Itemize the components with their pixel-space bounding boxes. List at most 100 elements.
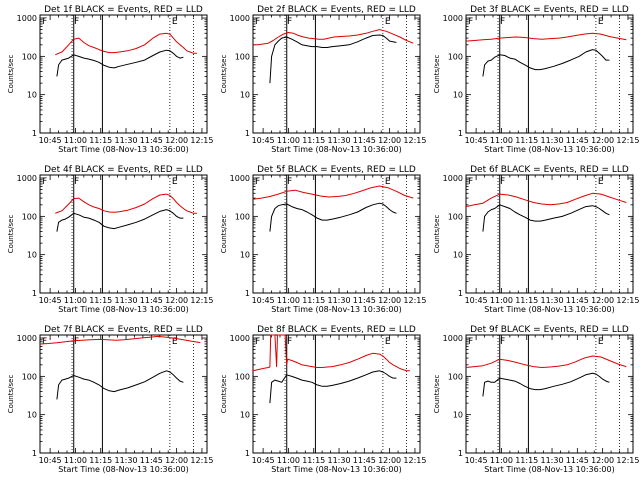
y-tick-label: 100 — [22, 52, 37, 61]
marker-f: F — [74, 337, 79, 347]
detector-panel-9: Det 9f BLACK = Events, RED = LLD 1 10 100 10… — [433, 325, 639, 474]
plot-frame — [465, 334, 634, 454]
plot-frame — [39, 334, 208, 454]
x-tick-label: 11:15 — [302, 456, 325, 465]
y-tick-label: 10 — [27, 91, 37, 100]
y-tick-label: 1 — [245, 449, 250, 458]
y-tick-label: 10 — [27, 411, 37, 420]
x-tick-label: 11:45 — [353, 136, 376, 145]
y-axis-label: Counts/sec — [220, 375, 228, 414]
x-tick-label: 11:45 — [566, 296, 589, 305]
lld-series-line — [465, 355, 627, 368]
y-tick-label: 10 — [453, 251, 463, 260]
x-tick-label: 10:45 — [39, 296, 62, 305]
y-tick-label: 10 — [240, 411, 250, 420]
y-tick-label: 100 — [22, 372, 37, 381]
x-tick-label: 11:15 — [515, 136, 538, 145]
marker-f: F — [255, 17, 260, 27]
y-tick-label: 1 — [458, 129, 463, 138]
x-tick-label: 12:15 — [190, 296, 213, 305]
events-series-line — [482, 372, 610, 397]
detector-panel-4: Det 4f BLACK = Events, RED = LLD 1 10 100 10… — [7, 165, 213, 314]
lld-series-line — [253, 29, 414, 46]
x-tick-label: 11:45 — [140, 136, 163, 145]
detector-panel-6: Det 6f BLACK = Events, RED = LLD 1 10 100 10… — [433, 165, 639, 314]
events-series-line — [56, 370, 184, 400]
lld-series-line — [465, 192, 627, 208]
marker-e: E — [172, 177, 178, 187]
x-axis-label: Start Time (08-Nov-13 10:36:00) — [58, 465, 188, 474]
lld-series-line — [39, 335, 201, 345]
x-tick-label: 12:15 — [616, 136, 639, 145]
panel-title: Det 3f BLACK = Events, RED = LLD — [470, 5, 629, 15]
x-axis-label: Start Time (08-Nov-13 10:36:00) — [271, 305, 401, 314]
x-tick-label: 12:00 — [378, 296, 401, 305]
y-tick-label: 10 — [453, 411, 463, 420]
x-tick-label: 11:15 — [89, 296, 112, 305]
x-tick-label: 10:45 — [39, 136, 62, 145]
y-tick-label: 10 — [240, 251, 250, 260]
x-tick-label: 11:15 — [89, 456, 112, 465]
x-tick-label: 11:15 — [515, 296, 538, 305]
lld-series-line — [252, 185, 414, 200]
plot-frame — [465, 174, 634, 294]
x-tick-label: 12:15 — [190, 456, 213, 465]
x-tick-label: 11:45 — [353, 456, 376, 465]
x-tick-label: 12:00 — [378, 456, 401, 465]
y-axis-label: Counts/sec — [7, 215, 15, 254]
panel-title: Det 2f BLACK = Events, RED = LLD — [257, 5, 416, 15]
x-tick-label: 12:00 — [591, 456, 614, 465]
x-tick-label: 11:15 — [515, 456, 538, 465]
x-tick-label: 11:00 — [277, 296, 300, 305]
marker-f: F — [287, 17, 292, 27]
x-tick-label: 11:00 — [490, 136, 513, 145]
x-tick-label: 12:15 — [403, 296, 426, 305]
x-axis-label: Start Time (08-Nov-13 10:36:00) — [484, 465, 614, 474]
marker-f: F — [468, 337, 473, 347]
x-tick-label: 11:00 — [277, 136, 300, 145]
x-tick-label: 12:15 — [616, 296, 639, 305]
events-series-line — [269, 370, 397, 404]
y-axis-label: Counts/sec — [433, 215, 441, 254]
y-tick-label: 100 — [235, 372, 250, 381]
x-tick-label: 11:00 — [277, 456, 300, 465]
x-tick-label: 11:45 — [140, 456, 163, 465]
x-tick-label: 11:30 — [114, 136, 137, 145]
y-tick-label: 1 — [32, 449, 37, 458]
y-tick-label: 10 — [27, 251, 37, 260]
y-tick-label: 1 — [458, 449, 463, 458]
lld-series-line — [465, 32, 627, 42]
y-axis-label: Counts/sec — [220, 55, 228, 94]
marker-e: E — [385, 17, 391, 27]
y-tick-label: 10 — [453, 91, 463, 100]
y-tick-label: 100 — [235, 52, 250, 61]
x-tick-label: 11:30 — [327, 296, 350, 305]
x-tick-label: 11:00 — [64, 456, 87, 465]
x-axis-label: Start Time (08-Nov-13 10:36:00) — [271, 145, 401, 154]
x-tick-label: 11:30 — [540, 456, 563, 465]
lld-series-line — [252, 334, 410, 372]
y-tick-label: 1000 — [230, 174, 250, 183]
x-axis-label: Start Time (08-Nov-13 10:36:00) — [58, 145, 188, 154]
plot-frame — [252, 14, 421, 134]
panel-title: Det 5f BLACK = Events, RED = LLD — [257, 165, 416, 175]
plot-frame — [39, 14, 208, 134]
marker-f: F — [42, 337, 47, 347]
y-tick-label: 100 — [448, 212, 463, 221]
detector-panel-1: Det 1f BLACK = Events, RED = LLD 1 10 100 10… — [7, 5, 213, 154]
y-tick-label: 100 — [235, 212, 250, 221]
x-axis-label: Start Time (08-Nov-13 10:36:00) — [271, 465, 401, 474]
x-tick-label: 12:15 — [190, 136, 213, 145]
y-axis-label: Counts/sec — [7, 55, 15, 94]
marker-e: E — [598, 177, 604, 187]
events-series-line — [56, 209, 184, 232]
x-tick-label: 12:00 — [591, 136, 614, 145]
y-tick-label: 1000 — [443, 14, 463, 23]
marker-f: F — [255, 337, 260, 347]
marker-f: F — [500, 337, 505, 347]
y-tick-label: 1 — [245, 129, 250, 138]
x-tick-label: 11:00 — [64, 136, 87, 145]
x-tick-label: 12:00 — [378, 136, 401, 145]
x-tick-label: 11:45 — [566, 456, 589, 465]
